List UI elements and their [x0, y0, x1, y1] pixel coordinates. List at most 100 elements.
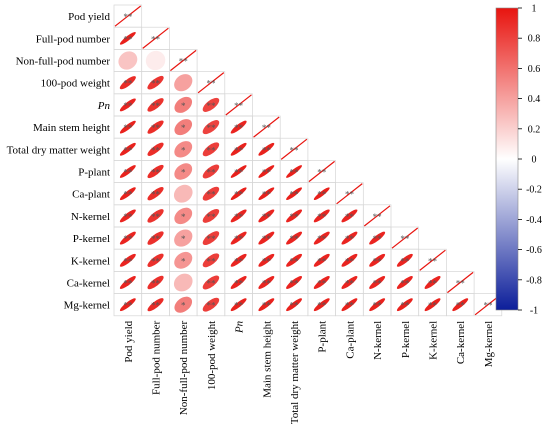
- correlation-cell: **: [252, 160, 281, 183]
- row-label: Main stem height: [33, 122, 110, 134]
- correlation-cell: **: [113, 293, 143, 317]
- significance-mark: **: [206, 279, 216, 289]
- correlation-cell: **: [362, 204, 392, 228]
- correlation-ellipse: [119, 76, 136, 90]
- correlation-cell: **: [279, 271, 309, 294]
- correlation-ellipse: [230, 298, 247, 312]
- color-bar-tick-label: 0.2: [528, 124, 541, 135]
- column-label: Main stem height: [261, 321, 273, 398]
- correlation-cell: **: [335, 271, 364, 294]
- correlation-cell: *: [169, 137, 198, 161]
- significance-mark: **: [262, 123, 272, 133]
- row-label: K-kernel: [71, 255, 110, 267]
- significance-mark: **: [234, 123, 244, 133]
- significance-mark: **: [234, 256, 244, 266]
- significance-mark: **: [400, 256, 410, 266]
- correlation-cell: **: [362, 248, 392, 272]
- correlation-ellipse: [147, 120, 164, 134]
- correlation-ellipse: [396, 298, 413, 312]
- correlation-cell: *: [169, 204, 198, 228]
- correlation-ellipse: [230, 120, 247, 134]
- correlation-cell: **: [307, 160, 336, 183]
- correlation-ellipse: [230, 276, 247, 289]
- row-label: Ca-plant: [72, 189, 110, 201]
- correlation-ellipse: [286, 298, 302, 312]
- row-label: Ca-kernel: [67, 278, 110, 290]
- significance-mark: **: [317, 190, 327, 200]
- correlation-ellipse: [147, 298, 164, 312]
- correlation-ellipse: [147, 142, 164, 156]
- significance-mark: **: [456, 301, 466, 311]
- correlation-ellipse: [313, 187, 330, 201]
- significance-mark: **: [373, 212, 383, 222]
- significance-mark: **: [151, 168, 161, 178]
- correlation-ellipse: [396, 253, 413, 267]
- correlation-cell: **: [279, 204, 309, 228]
- significance-mark: **: [151, 234, 161, 244]
- correlation-cell: **: [362, 226, 392, 250]
- significance-mark: **: [317, 212, 327, 222]
- significance-mark: **: [123, 145, 133, 155]
- correlation-ellipse: [118, 51, 138, 70]
- correlation-cell: *: [169, 160, 198, 183]
- column-label: 100-pod weight: [206, 321, 218, 390]
- correlation-cell: **: [196, 271, 226, 294]
- significance-mark: **: [123, 123, 133, 133]
- significance-mark: **: [317, 279, 327, 289]
- column-label: N-kernel: [372, 321, 384, 360]
- correlation-ellipse: [119, 231, 136, 245]
- correlation-cell: **: [141, 93, 170, 117]
- color-bar-tick-label: 0.4: [528, 94, 541, 105]
- significance-mark: **: [234, 101, 244, 111]
- significance-mark: **: [262, 256, 272, 266]
- significance-mark: **: [206, 145, 216, 155]
- correlation-ellipse: [369, 231, 386, 245]
- correlation-cell: *: [169, 293, 198, 317]
- significance-mark: **: [151, 145, 161, 155]
- color-bar-tick-label: 1: [532, 4, 537, 15]
- diagonal-line: [391, 227, 419, 249]
- correlation-cells: **** ****** ** **** ** * ** **** ** * ** ** **** ** * *…: [113, 4, 503, 317]
- significance-mark: **: [123, 212, 133, 222]
- significance-mark: **: [151, 123, 161, 133]
- color-bar-tick-label: 0.6: [528, 64, 541, 75]
- significance-mark: **: [151, 79, 161, 89]
- correlation-ellipse: [202, 275, 220, 290]
- correlation-cell: **: [418, 248, 447, 272]
- correlation-ellipse: [202, 253, 220, 268]
- significance-mark: **: [151, 301, 161, 311]
- correlation-cell: **: [390, 226, 420, 250]
- correlation-cell: **: [279, 182, 309, 206]
- significance-mark: **: [151, 256, 161, 266]
- correlation-cell: **: [252, 137, 281, 161]
- row-label: 100-pod weight: [41, 78, 110, 90]
- significance-mark: **: [317, 234, 327, 244]
- correlation-ellipse: [230, 209, 247, 223]
- correlation-cell: **: [113, 226, 143, 250]
- row-label: Pn: [97, 100, 111, 112]
- significance-mark: **: [290, 234, 300, 244]
- correlation-ellipse: [258, 298, 275, 312]
- significance-mark: **: [123, 279, 133, 289]
- correlation-ellipse: [119, 120, 136, 134]
- correlation-cell: **: [141, 293, 170, 317]
- significance-mark: **: [206, 256, 216, 266]
- correlation-ellipse: [119, 253, 136, 267]
- correlation-ellipse: [396, 276, 413, 289]
- significance-mark: **: [123, 168, 133, 178]
- correlation-cell: **: [113, 93, 143, 117]
- significance-mark: **: [234, 234, 244, 244]
- correlation-cell: **: [113, 137, 143, 161]
- correlation-ellipse: [341, 209, 358, 223]
- correlation-ellipse: [145, 50, 166, 71]
- diagonal-line: [363, 205, 391, 227]
- significance-mark: **: [206, 190, 216, 200]
- significance-mark: **: [234, 190, 244, 200]
- correlation-cell: **: [196, 93, 226, 117]
- significance-mark: **: [123, 101, 133, 111]
- correlation-cell: **: [390, 248, 420, 272]
- column-label: Full-pod number: [151, 320, 163, 395]
- correlation-ellipse: [286, 276, 303, 289]
- correlation-cell: **: [224, 204, 253, 228]
- column-label: Total dry matter weight: [289, 321, 301, 424]
